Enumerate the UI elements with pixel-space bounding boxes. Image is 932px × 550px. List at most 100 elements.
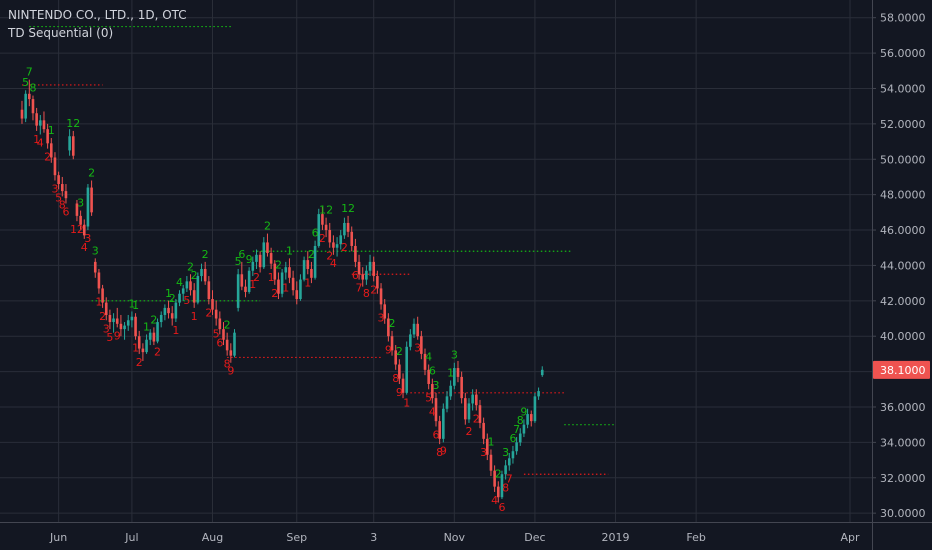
candle-body <box>529 414 533 422</box>
y-tick-label: 54.0000 <box>880 82 926 95</box>
candle-body <box>357 261 361 275</box>
candle-body <box>467 403 471 420</box>
td-sell-count: 3 <box>84 232 91 245</box>
candle-body <box>332 242 335 248</box>
td-buy-count: 7 <box>26 66 33 79</box>
candle-body <box>464 398 467 420</box>
candle-body <box>482 422 485 439</box>
candle-body <box>431 383 434 399</box>
td-sell-count: 2 <box>154 345 161 358</box>
candle-body <box>324 224 328 231</box>
td-sell-count: 4 <box>81 241 88 254</box>
td-buy-count: 2 <box>88 166 95 179</box>
candle-body <box>526 414 529 425</box>
td-sell-count: 1 <box>403 397 410 410</box>
candle-body <box>75 203 79 216</box>
last-price-tag <box>873 360 930 379</box>
candle-body <box>174 302 178 319</box>
candle-body <box>390 336 394 351</box>
td-sell-count: 2 <box>136 356 143 369</box>
candle-body <box>101 288 104 303</box>
candle-body <box>123 325 126 330</box>
td-sell-count: 8 <box>224 358 231 371</box>
td-sell-count: 9 <box>227 365 234 378</box>
candle-body <box>438 421 441 439</box>
candle-body <box>20 109 24 119</box>
td-buy-count: 2 <box>396 345 403 358</box>
td-buy-count: 3 <box>77 197 84 210</box>
td-buy-count: 6 <box>312 227 319 240</box>
x-tick-label: Jul <box>124 531 138 544</box>
candle-body <box>178 293 181 303</box>
td-buy-count: 2 <box>187 260 194 273</box>
td-buy-count: 5 <box>22 76 29 89</box>
candle-body <box>225 339 229 351</box>
candle-body <box>328 230 332 243</box>
td-sell-count: 2 <box>370 283 377 296</box>
candle-body <box>420 336 423 354</box>
candle-body <box>46 129 49 144</box>
indicator-title[interactable]: TD Sequential (0) <box>8 26 114 40</box>
td-sell-count: 2 <box>473 413 480 426</box>
candle-body <box>376 276 379 289</box>
candle-body <box>141 348 145 353</box>
td-sell-count: 7 <box>356 282 363 295</box>
td-sell-count: 12 <box>70 223 84 236</box>
candle-body <box>49 143 53 158</box>
candle-body <box>496 486 500 498</box>
td-sell-count: 4 <box>429 405 436 418</box>
candle-body <box>361 274 365 280</box>
td-sell-count: 6 <box>433 428 440 441</box>
td-sell-count: 4 <box>491 494 498 507</box>
candle-body <box>434 398 438 422</box>
candle-body <box>515 442 518 452</box>
candle-body <box>93 261 97 273</box>
td-buy-count: 1 <box>143 320 150 333</box>
candle-body <box>134 316 137 337</box>
candle-body <box>167 307 170 314</box>
candle-body <box>115 318 119 324</box>
candle-body <box>240 274 244 287</box>
td-buy-count: 7 <box>513 423 520 436</box>
td-buy-count: 2 <box>495 467 502 480</box>
td-sell-count: 1 <box>282 282 289 295</box>
candle-body <box>236 274 240 308</box>
td-sell-count: 1 <box>33 133 40 146</box>
td-buy-count: 8 <box>517 414 524 427</box>
td-buy-count: 1 <box>286 244 293 257</box>
td-buy-count: 5 <box>235 255 242 268</box>
candle-body <box>207 281 211 300</box>
td-sell-count: 5 <box>425 391 432 404</box>
y-tick-label: 56.0000 <box>880 47 926 60</box>
candle-body <box>489 454 493 471</box>
candle-body <box>379 288 383 305</box>
candle-body <box>291 277 295 291</box>
symbol-title[interactable]: NINTENDO CO., LTD., 1D, OTC <box>8 8 187 22</box>
td-buy-count: 4 <box>176 276 183 289</box>
candle-body <box>339 235 343 245</box>
candle-body <box>350 231 354 246</box>
candle-body <box>537 391 540 397</box>
candle-body <box>401 378 405 393</box>
candle-body <box>262 242 266 268</box>
td-sell-count: 1 <box>191 310 198 323</box>
candle-body <box>423 353 427 370</box>
candle-body <box>354 245 357 262</box>
candle-body <box>104 302 108 315</box>
td-sell-count: 1 <box>268 271 275 284</box>
td-buy-count: 1 <box>447 366 454 379</box>
candle-body <box>453 368 456 386</box>
candle-body <box>540 369 544 376</box>
candle-body <box>398 364 401 379</box>
td-sell-count: 5 <box>213 328 220 341</box>
candle-body <box>189 281 192 291</box>
candle-body <box>68 136 71 151</box>
td-sell-count: 3 <box>378 312 385 325</box>
candle-body <box>372 261 376 277</box>
candle-body <box>181 288 185 294</box>
candle-body <box>137 336 141 349</box>
candle-body <box>302 260 306 280</box>
x-tick-label: 2019 <box>602 531 630 544</box>
